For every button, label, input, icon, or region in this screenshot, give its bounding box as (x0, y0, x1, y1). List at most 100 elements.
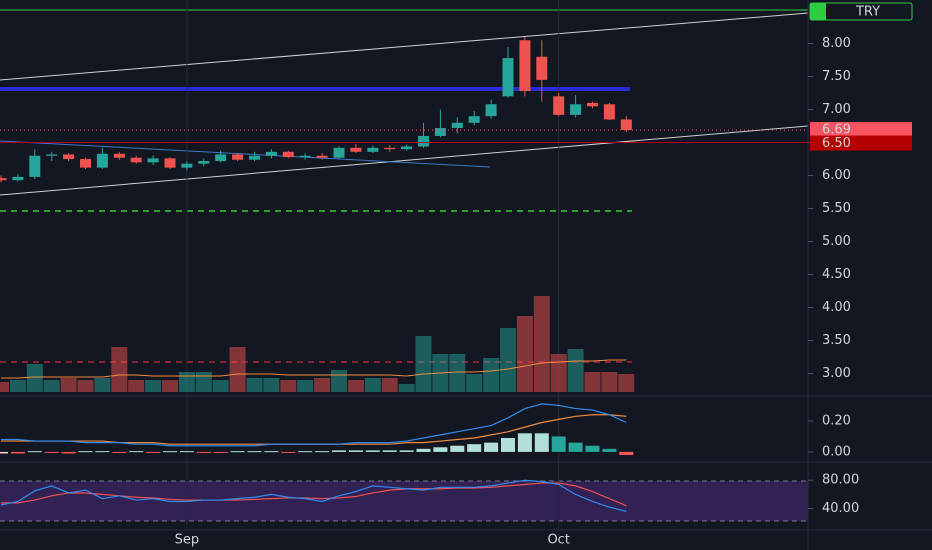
histogram-bar (619, 451, 634, 456)
volume-bar (618, 374, 635, 392)
last-price-box (810, 122, 912, 139)
volume-bar (331, 370, 347, 392)
volume-bar (111, 347, 128, 392)
histogram-bar (281, 451, 296, 453)
rsi-signal-line (1, 482, 627, 507)
x-tick-label: Oct (547, 533, 569, 548)
candle-body (232, 154, 244, 160)
y-tick-label: 0.00 (822, 444, 851, 459)
candle-body (384, 147, 396, 150)
candle-body (350, 147, 362, 152)
macd-line (1, 403, 627, 447)
candle-body (587, 102, 598, 107)
histogram-bar (196, 451, 211, 453)
trend-line (0, 12, 809, 81)
histogram-bar (399, 450, 414, 452)
volume-bar (466, 374, 483, 392)
y-tick-label: 0.20 (822, 413, 851, 428)
volume-bar (314, 378, 331, 392)
volume-bar (280, 380, 297, 392)
histogram-bar (315, 451, 330, 453)
last-price-label: 6.69 (822, 123, 851, 138)
candle-body (0, 178, 7, 181)
symbol-label: TRY (855, 5, 880, 20)
candle-body (80, 159, 91, 168)
candle-body (536, 56, 548, 80)
volume-bar (246, 378, 263, 392)
histogram-bar (264, 451, 279, 453)
candle-body (468, 116, 480, 123)
candle-body (164, 158, 176, 168)
histogram-bar (501, 437, 515, 452)
rsi-line (0, 479, 627, 512)
candle-body (12, 176, 24, 181)
volume-ma-line (1, 359, 627, 379)
volume-bar (516, 316, 533, 392)
candle-body (96, 153, 108, 168)
histogram-bar (179, 451, 194, 453)
candle-body (113, 153, 125, 158)
trend-line (0, 140, 491, 168)
candle-body (570, 104, 582, 115)
histogram-bar (382, 450, 397, 452)
volume-bar (145, 380, 162, 392)
candle-body (434, 128, 446, 136)
candle-body (249, 155, 260, 160)
volume-bar (94, 378, 111, 392)
histogram-bar (602, 448, 617, 452)
histogram-bar (27, 451, 42, 453)
alert-price-label: 6.50 (822, 136, 851, 151)
volume-bar (229, 347, 246, 392)
histogram-bar (433, 447, 448, 452)
volume-bar (601, 372, 618, 392)
histogram-bar (551, 436, 566, 452)
candle-body (519, 40, 531, 92)
y-tick-label: 7.50 (822, 69, 851, 84)
candle-body (418, 135, 429, 147)
histogram-bar (61, 451, 76, 454)
histogram-bar (467, 444, 482, 452)
candle-body (316, 155, 328, 158)
volume-bar (162, 380, 178, 392)
alert-price-box (810, 135, 912, 151)
y-tick-label: 4.50 (822, 267, 851, 282)
histogram-bar (484, 442, 499, 452)
volume-bar (60, 378, 77, 392)
y-tick-label: 5.50 (822, 201, 851, 216)
histogram-bar (146, 451, 161, 453)
candle-body (147, 158, 159, 163)
volume-bar (567, 349, 584, 392)
volume-bar (398, 384, 415, 392)
volume-bar (43, 380, 60, 392)
histogram-bar (450, 445, 465, 452)
histogram-bar (10, 451, 25, 454)
rsi-band (0, 481, 808, 521)
histogram-bar (129, 451, 144, 453)
histogram-bar (95, 451, 110, 453)
histogram-bar (0, 451, 8, 454)
candle-body (29, 155, 41, 177)
y-tick-label: 3.50 (822, 333, 851, 348)
volume-bar (263, 378, 280, 392)
volume-bar (449, 354, 466, 392)
x-tick-label: Sep (175, 533, 200, 548)
y-tick-label: 8.00 (822, 36, 851, 51)
histogram-bar (230, 451, 245, 453)
candle-body (130, 157, 142, 163)
candle-body (181, 163, 193, 168)
y-tick-label: 6.00 (822, 168, 851, 183)
histogram-bar (416, 448, 431, 452)
candle-body (282, 151, 294, 158)
candle-body (451, 122, 463, 129)
volume-bar (483, 358, 500, 392)
histogram-bar (298, 451, 313, 453)
volume-bar (178, 372, 195, 392)
y-tick-label: 4.00 (822, 300, 851, 315)
candle-body (333, 147, 345, 158)
volume-bar (347, 380, 364, 392)
candle-body (401, 146, 413, 150)
volume-bar (195, 372, 212, 392)
